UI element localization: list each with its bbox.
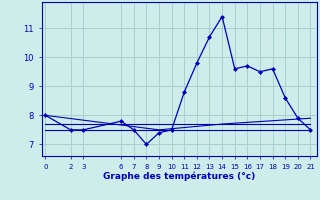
X-axis label: Graphe des températures (°c): Graphe des températures (°c) [103,171,255,181]
